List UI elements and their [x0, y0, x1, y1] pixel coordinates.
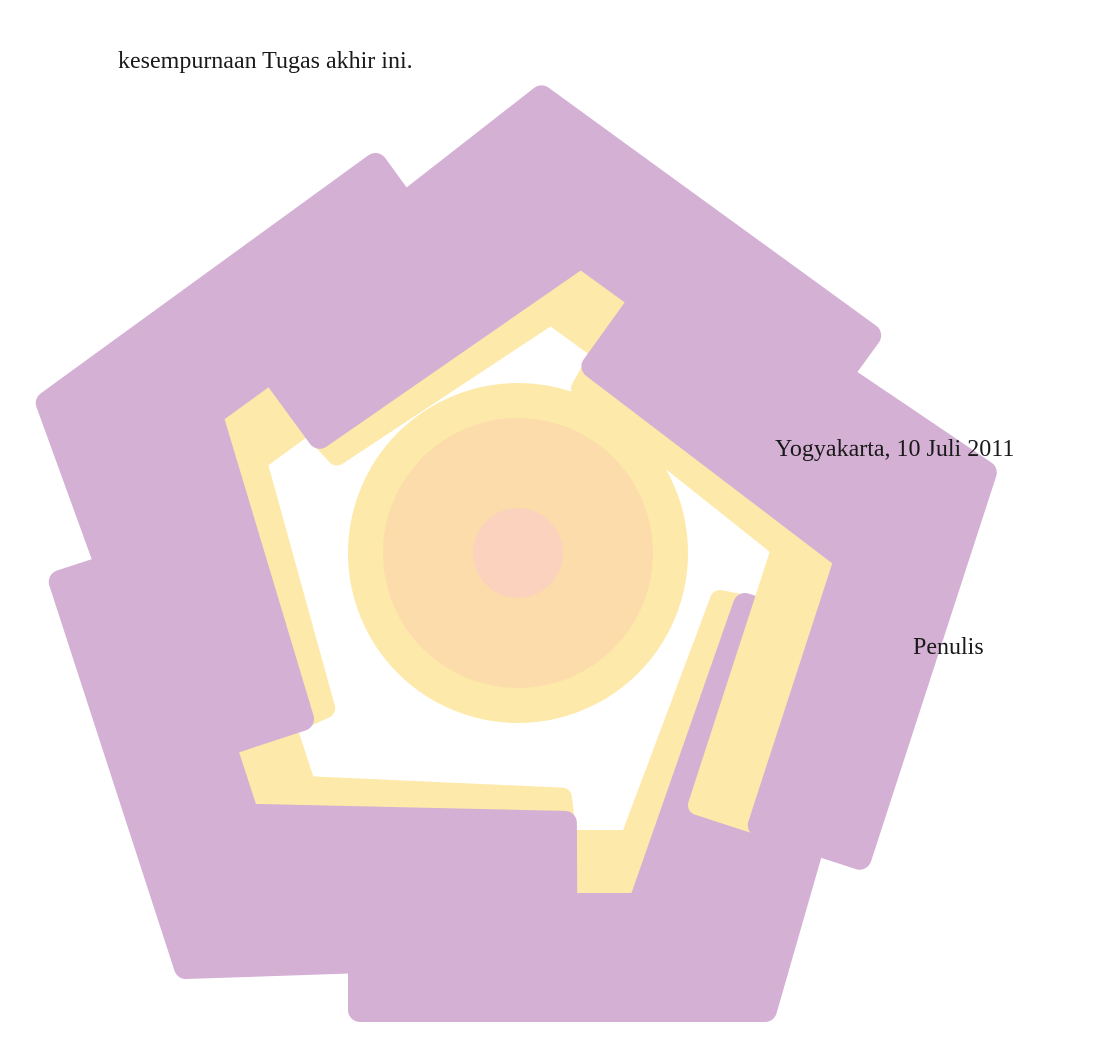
- document-page: kesempurnaan Tugas akhir ini. Yogyakarta…: [0, 0, 1102, 1039]
- closing-line: kesempurnaan Tugas akhir ini.: [118, 48, 413, 75]
- place-date: Yogyakarta, 10 Juli 2011: [775, 436, 1014, 463]
- author: Penulis: [913, 634, 984, 661]
- watermark-logo: [0, 0, 1102, 1039]
- logo-core: [473, 508, 563, 598]
